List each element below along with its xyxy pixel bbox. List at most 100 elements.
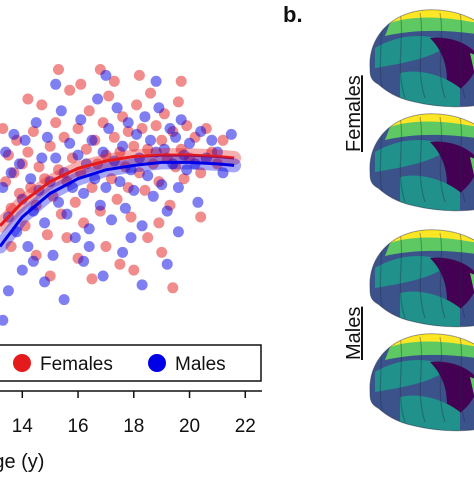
male-point bbox=[41, 131, 53, 143]
female-point bbox=[86, 182, 98, 193]
male-point bbox=[158, 143, 170, 155]
female-point bbox=[167, 282, 179, 294]
female-point bbox=[33, 161, 45, 173]
male-point bbox=[0, 182, 9, 193]
male-point bbox=[97, 146, 109, 158]
male-point bbox=[61, 208, 73, 220]
female-point bbox=[172, 96, 184, 108]
male-point bbox=[117, 140, 129, 152]
x-tick-label: 16 bbox=[67, 416, 88, 437]
male-point bbox=[78, 187, 90, 199]
x-tick-label: 20 bbox=[179, 416, 200, 437]
female-trend-line bbox=[0, 153, 235, 227]
male-point bbox=[211, 146, 223, 158]
legend-label-males: Males bbox=[175, 354, 226, 375]
legend-box bbox=[0, 344, 262, 382]
male-point bbox=[131, 128, 143, 140]
male-point bbox=[36, 152, 48, 164]
male-point bbox=[39, 217, 51, 229]
female-point bbox=[86, 273, 98, 285]
legend-marker-males bbox=[148, 354, 166, 372]
male-point bbox=[170, 131, 182, 143]
brain-render bbox=[369, 113, 474, 212]
male-point bbox=[122, 117, 134, 129]
male-point bbox=[136, 220, 148, 232]
female-point bbox=[128, 140, 140, 152]
male-point bbox=[92, 93, 104, 105]
male-point bbox=[119, 202, 131, 214]
female-point bbox=[153, 217, 165, 229]
male-point bbox=[22, 241, 34, 252]
female-point bbox=[125, 211, 137, 223]
female-point bbox=[108, 75, 120, 87]
male-point bbox=[147, 190, 159, 202]
female-point bbox=[156, 246, 168, 258]
legend-marker-females bbox=[13, 354, 31, 372]
female-point bbox=[64, 84, 76, 96]
male-point bbox=[217, 167, 229, 179]
female-point bbox=[131, 99, 143, 111]
male-point bbox=[128, 184, 140, 196]
male-point bbox=[50, 78, 62, 90]
male-point bbox=[139, 111, 151, 123]
male-point bbox=[55, 105, 67, 117]
female-point bbox=[69, 196, 81, 208]
group-label-males: Males bbox=[343, 307, 365, 360]
male-point bbox=[111, 102, 123, 114]
male-point bbox=[86, 134, 98, 146]
female-point bbox=[36, 99, 48, 111]
female-point bbox=[22, 146, 34, 158]
x-tick-label: 22 bbox=[235, 416, 256, 437]
trend-lines bbox=[0, 148, 242, 254]
male-point bbox=[69, 232, 81, 244]
male-point bbox=[136, 279, 148, 291]
male-point bbox=[75, 114, 87, 126]
male-point bbox=[172, 182, 184, 193]
female-point bbox=[100, 241, 112, 252]
male-point bbox=[2, 285, 14, 297]
female-point bbox=[0, 123, 9, 134]
female-point bbox=[175, 75, 187, 87]
male-point bbox=[195, 126, 207, 137]
male-point bbox=[0, 314, 9, 326]
female-point bbox=[53, 64, 64, 75]
female-point bbox=[103, 90, 115, 102]
male-point bbox=[184, 137, 195, 149]
male-point bbox=[161, 205, 173, 217]
male-point bbox=[16, 264, 28, 276]
male-point bbox=[172, 226, 184, 238]
female-point bbox=[114, 258, 126, 270]
male-point bbox=[19, 134, 31, 146]
female-point bbox=[22, 93, 34, 105]
male-point bbox=[161, 258, 173, 270]
male-point bbox=[39, 276, 51, 288]
legend: Females Males bbox=[0, 344, 262, 382]
brain-renders bbox=[369, 9, 474, 432]
female-point bbox=[27, 126, 39, 137]
male-point bbox=[47, 249, 59, 261]
male-point bbox=[181, 164, 193, 176]
male-point bbox=[100, 69, 112, 81]
female-point bbox=[128, 264, 140, 276]
male-point bbox=[125, 232, 137, 244]
male-point bbox=[83, 241, 95, 252]
brain-group-males: Males bbox=[343, 307, 365, 360]
female-point bbox=[25, 182, 37, 193]
male-point bbox=[145, 134, 156, 146]
male-point bbox=[5, 167, 17, 179]
female-point bbox=[44, 140, 56, 152]
male-point bbox=[153, 102, 165, 114]
female-point bbox=[75, 78, 87, 90]
brain-render bbox=[369, 9, 474, 108]
male-point bbox=[100, 182, 112, 193]
female-point bbox=[106, 173, 117, 185]
female-point bbox=[80, 143, 92, 155]
female-point bbox=[156, 134, 168, 146]
female-point bbox=[139, 184, 151, 196]
female-point bbox=[122, 126, 134, 137]
male-point bbox=[25, 173, 37, 185]
panel-label-b: b. bbox=[283, 2, 303, 27]
female-point bbox=[150, 120, 162, 132]
x-tick-label: 18 bbox=[123, 416, 144, 437]
